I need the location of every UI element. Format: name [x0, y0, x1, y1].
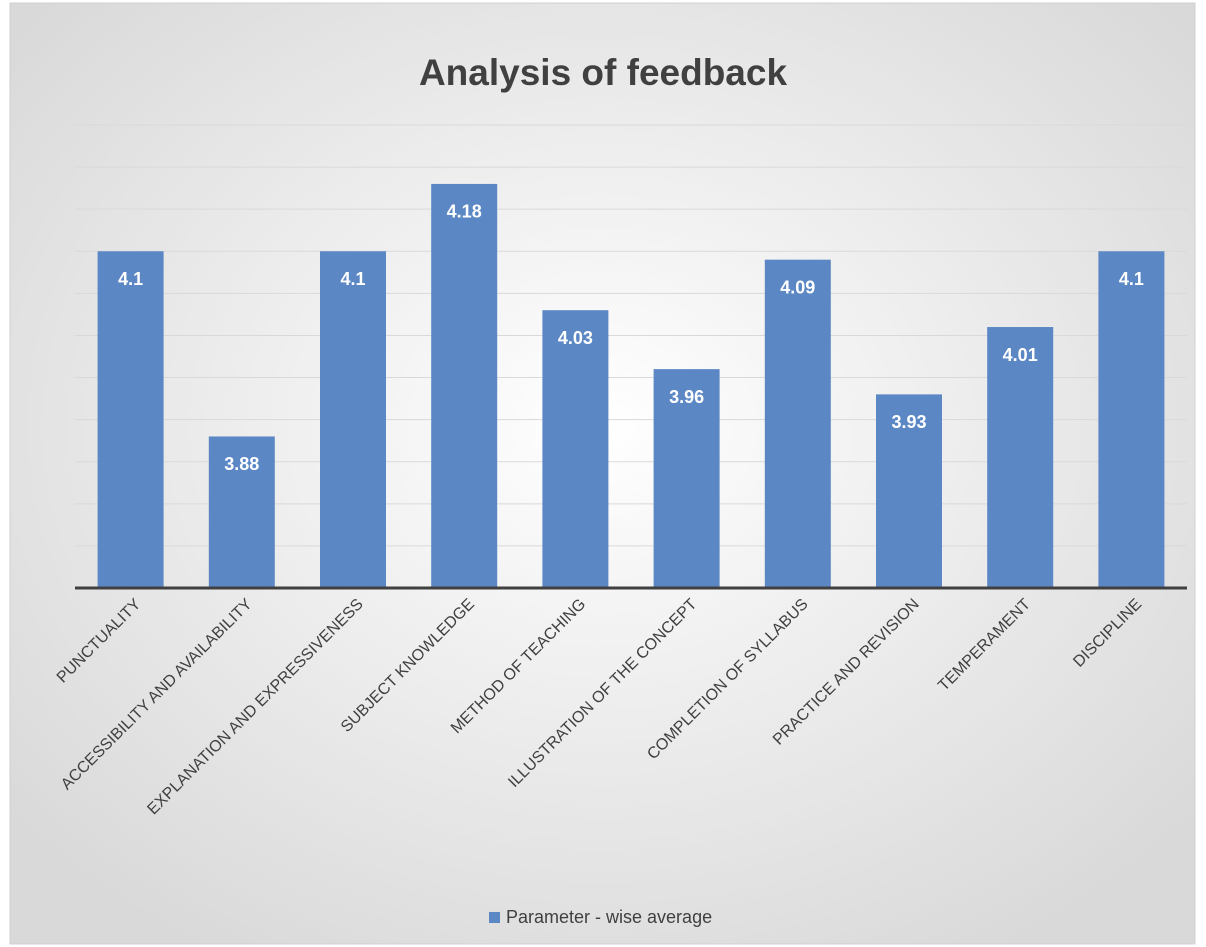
legend: Parameter - wise average	[489, 907, 712, 927]
bar	[987, 327, 1054, 588]
data-label: 4.18	[447, 202, 482, 222]
legend-label: Parameter - wise average	[506, 907, 712, 927]
data-label: 4.1	[340, 269, 365, 289]
data-label: 4.1	[1119, 269, 1144, 289]
data-label: 3.88	[224, 454, 259, 474]
chart-title: Analysis of feedback	[419, 52, 788, 93]
bar	[764, 259, 831, 588]
bar	[542, 310, 609, 588]
data-label: 3.96	[669, 387, 704, 407]
bar	[208, 436, 275, 588]
data-label: 3.93	[891, 412, 926, 432]
legend-swatch	[489, 912, 500, 923]
data-label: 4.09	[780, 277, 815, 297]
bar	[97, 251, 164, 589]
data-label: 4.03	[558, 328, 593, 348]
data-label: 4.1	[118, 269, 143, 289]
bar	[1098, 251, 1165, 589]
bar	[320, 251, 386, 589]
bar	[876, 394, 942, 588]
data-label: 4.01	[1003, 345, 1038, 365]
bar	[431, 183, 498, 588]
bar	[653, 369, 720, 588]
